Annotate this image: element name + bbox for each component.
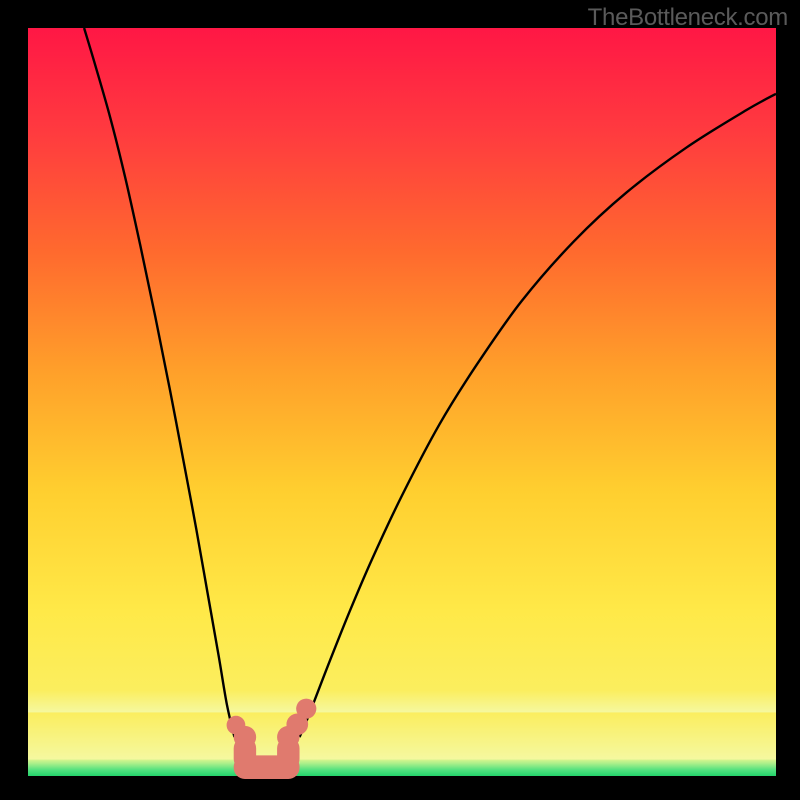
pale-band — [28, 712, 776, 759]
bottleneck-chart — [0, 0, 800, 800]
plot-background — [28, 28, 776, 776]
watermark: TheBottleneck.com — [588, 4, 788, 32]
green-strip — [28, 760, 776, 776]
